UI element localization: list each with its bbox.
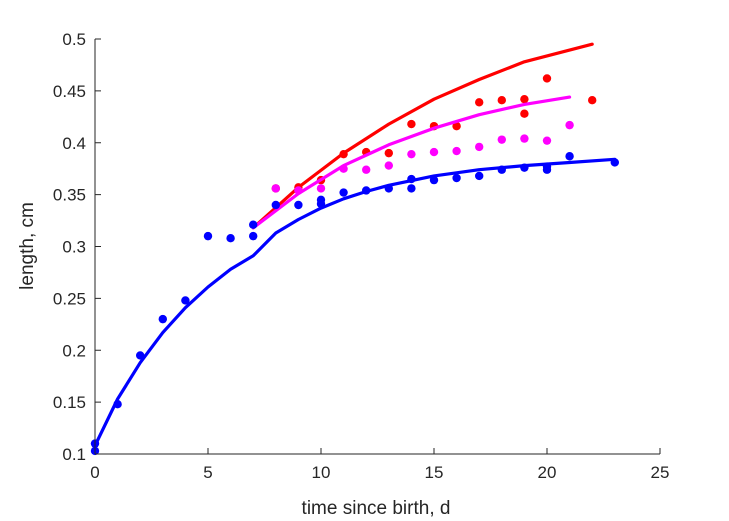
magenta-data-point xyxy=(565,120,574,130)
blue-data-point xyxy=(113,400,122,409)
x-tick-label: 20 xyxy=(538,463,557,482)
y-tick-label: 0.35 xyxy=(53,186,86,205)
magenta-fit-curve xyxy=(251,95,572,230)
blue-data-point xyxy=(429,175,439,185)
magenta-data-point xyxy=(407,149,416,159)
axes-layer xyxy=(94,38,661,455)
y-tick-label: 0.3 xyxy=(62,238,86,257)
x-tick-label: 15 xyxy=(425,463,444,482)
red-data-point xyxy=(520,94,529,104)
y-tick-label: 0.5 xyxy=(62,30,86,49)
red-data-point xyxy=(452,121,461,131)
magenta-data-point xyxy=(497,135,506,144)
blue-fit-curve xyxy=(93,157,617,448)
magenta-data-point xyxy=(294,186,303,195)
blue-data-point xyxy=(271,200,280,210)
y-tick-label: 0.2 xyxy=(62,341,86,360)
blue-data-point xyxy=(407,174,416,184)
blue-data-point xyxy=(407,184,416,193)
blue-data-point xyxy=(475,171,484,181)
blue-data-point xyxy=(610,158,619,167)
red-data-point xyxy=(520,109,529,118)
tick-labels-layer: 0 5 10 15 20 25 0.1 0.15 0.2 0.25 0.3 0.35 0.4 0.45 0.… xyxy=(53,30,670,482)
red-data-point xyxy=(542,74,552,83)
blue-data-point xyxy=(249,231,258,241)
magenta-data-point xyxy=(316,184,326,193)
magenta-data-point xyxy=(362,165,371,174)
y-tick-label: 0.45 xyxy=(53,82,86,101)
x-tick-label: 10 xyxy=(312,463,331,482)
red-data-point xyxy=(497,96,506,105)
x-tick-label: 5 xyxy=(203,463,212,482)
red-fit-curve xyxy=(251,42,594,230)
magenta-data-point xyxy=(475,142,484,152)
magenta-data-point xyxy=(452,146,461,156)
magenta-data-point xyxy=(429,147,439,157)
red-data-point xyxy=(384,148,393,158)
y-tick-label: 0.1 xyxy=(62,445,86,464)
blue-data-point xyxy=(203,231,213,241)
magenta-data-point xyxy=(542,136,552,145)
blue-data-point xyxy=(384,184,393,193)
magenta-data-point xyxy=(384,161,393,170)
blue-data-point xyxy=(158,314,167,324)
magenta-data-point xyxy=(271,184,280,193)
magenta-data-point xyxy=(339,164,348,173)
blue-data-point xyxy=(226,234,235,243)
blue-data-point xyxy=(136,351,145,360)
red-data-point xyxy=(588,96,597,105)
blue-data-point xyxy=(339,188,348,197)
y-tick-label: 0.25 xyxy=(53,289,86,308)
blue-data-point xyxy=(452,173,461,183)
blue-data-point xyxy=(520,163,529,172)
blue-data-point xyxy=(294,200,303,210)
blue-series xyxy=(90,152,619,456)
blue-data-point xyxy=(362,186,371,195)
blue-data-point xyxy=(497,165,506,174)
plot-series-layer xyxy=(90,42,619,456)
magenta-data-point xyxy=(520,134,529,143)
y-tick-label: 0.15 xyxy=(53,393,86,412)
blue-data-point xyxy=(181,296,190,305)
x-tick-label: 25 xyxy=(651,463,670,482)
magenta-series xyxy=(251,95,574,230)
red-data-point xyxy=(475,98,484,107)
x-tick-label: 0 xyxy=(90,463,99,482)
y-axis-label: length, cm xyxy=(17,202,38,290)
x-axis-label: time since birth, d xyxy=(302,498,451,519)
blue-data-point xyxy=(249,220,258,229)
blue-data-point xyxy=(565,152,574,161)
red-data-point xyxy=(339,149,348,159)
red-data-point xyxy=(407,119,416,129)
y-tick-label: 0.4 xyxy=(62,134,86,153)
blue-data-point xyxy=(542,162,552,171)
blue-data-point xyxy=(316,199,326,209)
